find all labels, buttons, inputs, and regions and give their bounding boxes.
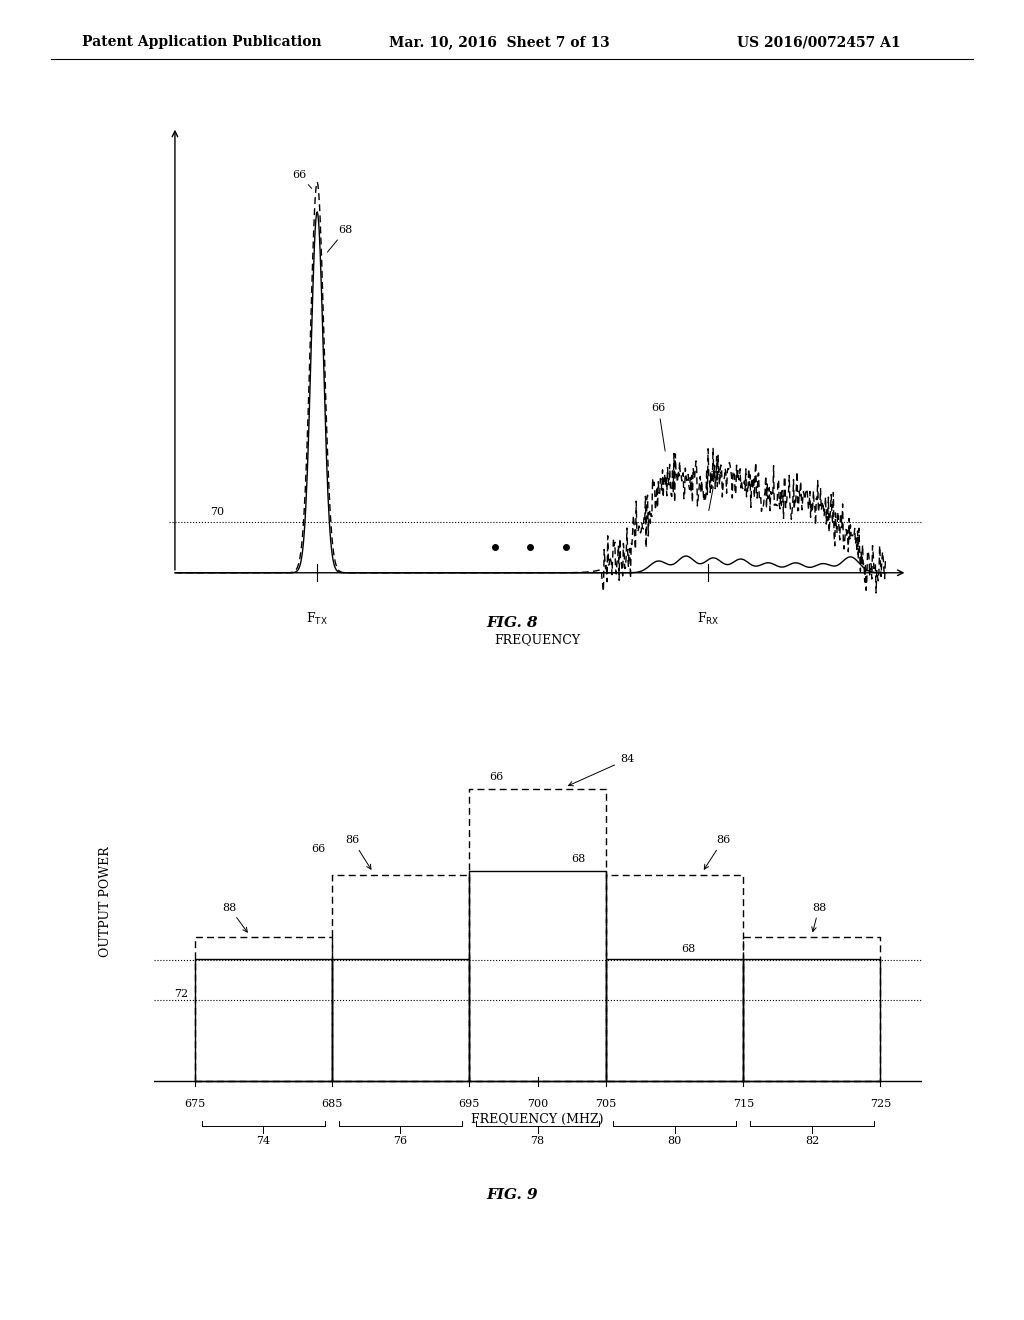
Text: F$_{\rm TX}$: F$_{\rm TX}$ — [306, 611, 328, 627]
Text: 76: 76 — [393, 1135, 408, 1146]
Text: 66: 66 — [489, 772, 504, 783]
Text: 82: 82 — [805, 1135, 819, 1146]
Text: 84: 84 — [568, 755, 634, 785]
Text: US 2016/0072457 A1: US 2016/0072457 A1 — [737, 36, 901, 49]
Text: 66: 66 — [311, 845, 326, 854]
Text: 78: 78 — [530, 1135, 545, 1146]
Text: FIG. 8: FIG. 8 — [486, 616, 538, 630]
Text: 70: 70 — [211, 507, 224, 517]
Text: 700: 700 — [527, 1100, 548, 1109]
Text: 68: 68 — [709, 471, 723, 511]
Text: 68: 68 — [681, 944, 695, 954]
Text: 685: 685 — [322, 1100, 343, 1109]
Text: 675: 675 — [184, 1100, 206, 1109]
Text: 88: 88 — [812, 903, 826, 932]
Text: 74: 74 — [256, 1135, 270, 1146]
Text: 695: 695 — [459, 1100, 479, 1109]
Text: 725: 725 — [869, 1100, 891, 1109]
Text: Patent Application Publication: Patent Application Publication — [82, 36, 322, 49]
Text: FIG. 9: FIG. 9 — [486, 1188, 538, 1201]
Text: 88: 88 — [222, 903, 248, 932]
Text: F$_{\rm RX}$: F$_{\rm RX}$ — [697, 611, 720, 627]
Text: Mar. 10, 2016  Sheet 7 of 13: Mar. 10, 2016 Sheet 7 of 13 — [389, 36, 610, 49]
Text: 86: 86 — [346, 836, 371, 869]
Text: 86: 86 — [705, 836, 730, 869]
Text: OUTPUT POWER: OUTPUT POWER — [99, 846, 112, 957]
Text: 705: 705 — [596, 1100, 616, 1109]
Text: 68: 68 — [571, 854, 586, 865]
Text: 80: 80 — [668, 1135, 682, 1146]
Text: FREQUENCY: FREQUENCY — [495, 634, 581, 645]
Text: 66: 66 — [651, 404, 666, 451]
Text: FREQUENCY (MHZ): FREQUENCY (MHZ) — [471, 1113, 604, 1126]
Text: 715: 715 — [733, 1100, 754, 1109]
Text: 66: 66 — [292, 170, 311, 189]
Text: 72: 72 — [174, 989, 188, 999]
Text: 68: 68 — [328, 224, 352, 252]
